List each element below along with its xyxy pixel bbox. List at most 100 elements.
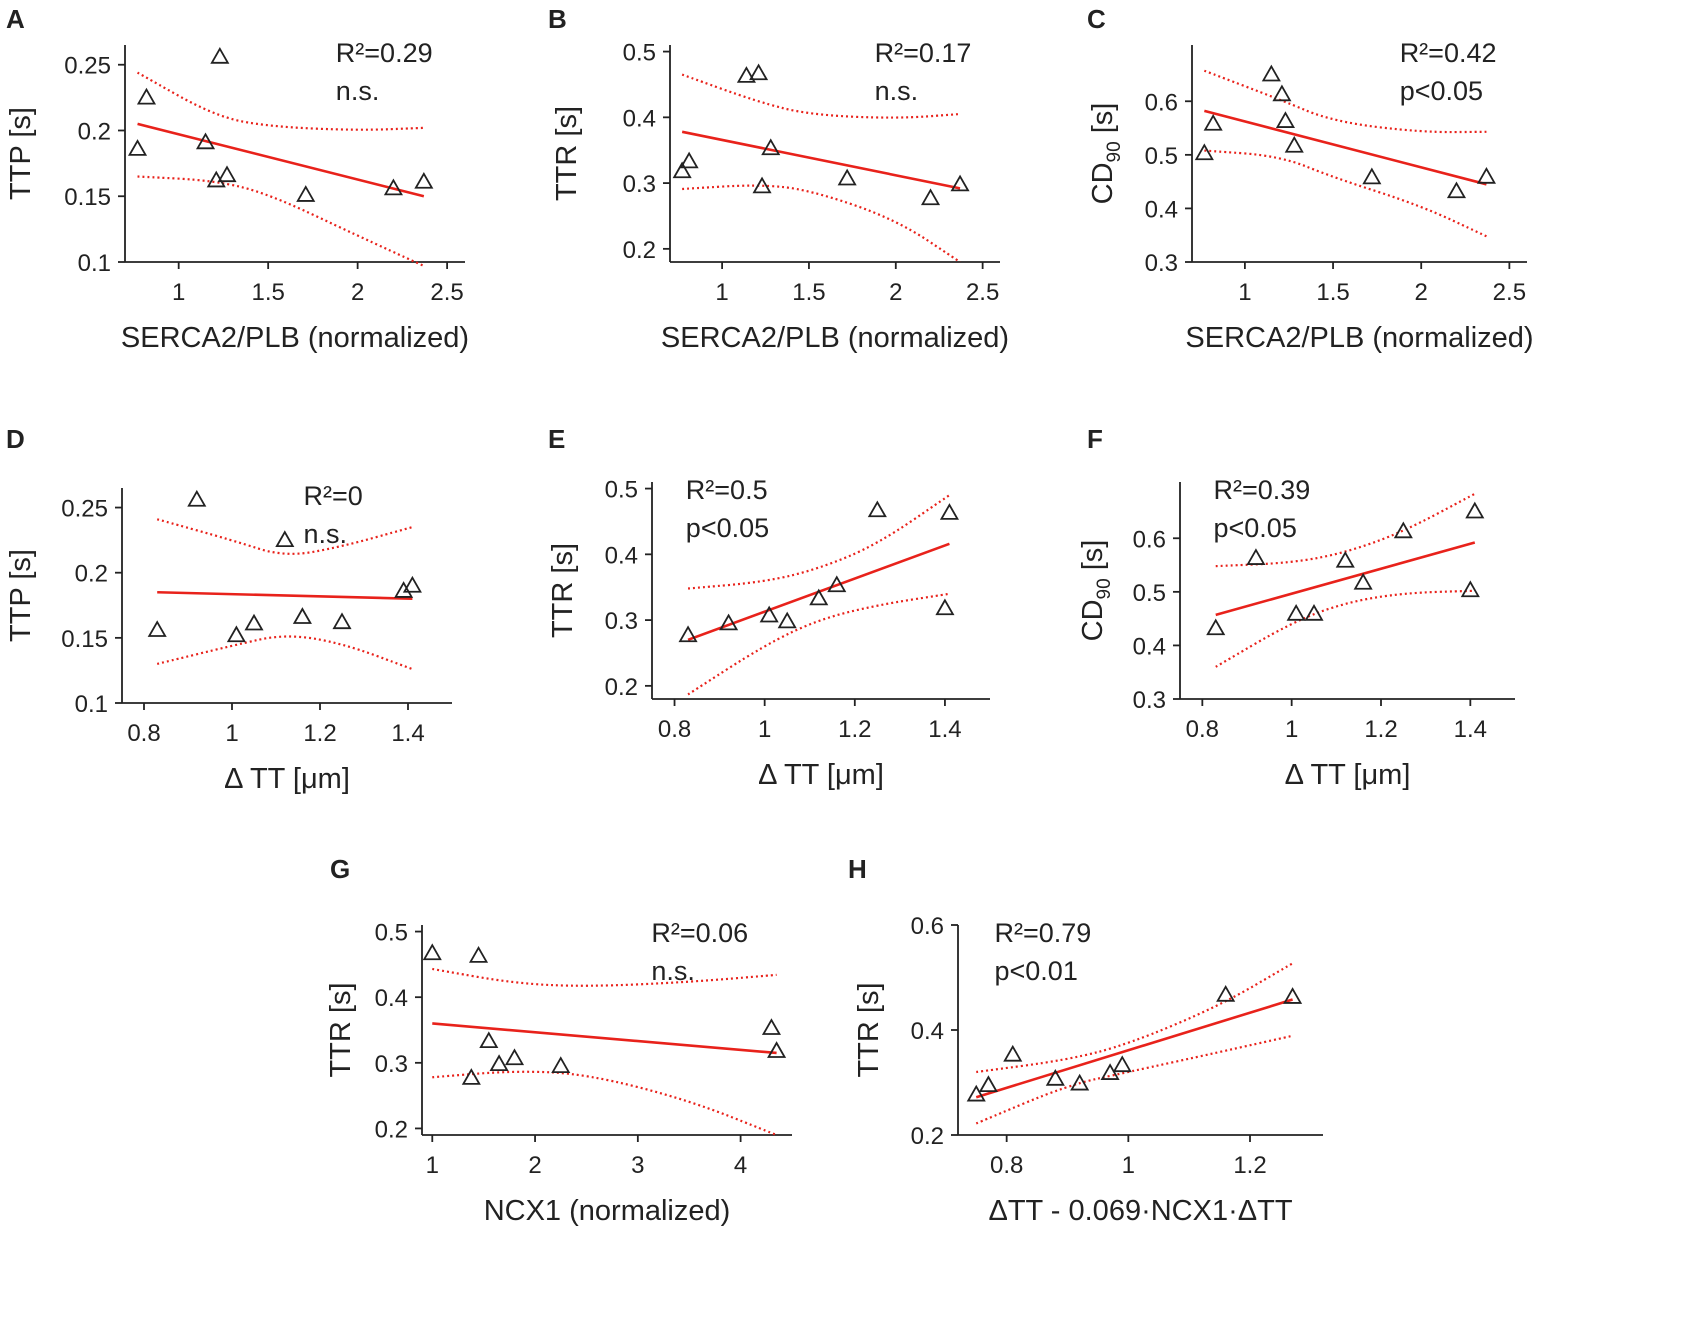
data-point bbox=[752, 176, 772, 194]
panel-letter: E bbox=[548, 424, 565, 454]
data-point bbox=[147, 620, 167, 637]
data-point bbox=[244, 613, 264, 631]
x-tick-label: 1 bbox=[225, 720, 238, 747]
panel-letter: H bbox=[848, 854, 867, 884]
ci-upper-band bbox=[687, 494, 951, 590]
y-tick-label: 0.2 bbox=[911, 1123, 944, 1150]
panel-c: C 0.3 0.4 0.5 0.6 1 1.5 2 2.5 SERCA2/PLB (normali… bbox=[1087, 4, 1534, 354]
data-point bbox=[275, 530, 295, 548]
x-tick-label: 2.5 bbox=[1493, 279, 1526, 306]
significance-annotation: n.s. bbox=[336, 76, 380, 106]
data-point bbox=[935, 598, 955, 616]
data-point bbox=[296, 185, 316, 202]
significance-annotation: p<0.05 bbox=[1400, 76, 1483, 106]
data-point bbox=[422, 943, 442, 961]
x-tick-label: 1.4 bbox=[391, 720, 424, 747]
y-tick-label: 0.25 bbox=[64, 53, 111, 80]
x-tick-label: 2 bbox=[351, 279, 364, 306]
data-point bbox=[414, 171, 434, 189]
x-tick-label: 1 bbox=[758, 716, 771, 743]
r-squared-annotation: R²=0.17 bbox=[875, 38, 972, 68]
ci-lower-band bbox=[137, 175, 425, 267]
x-tick-label: 1 bbox=[1285, 716, 1298, 743]
data-point bbox=[226, 625, 246, 643]
data-point bbox=[468, 946, 489, 963]
ci-upper-band bbox=[681, 73, 961, 119]
data-point bbox=[461, 1068, 481, 1085]
y-tick-label: 0.4 bbox=[1145, 196, 1178, 223]
ci-upper-band bbox=[136, 71, 424, 131]
data-point bbox=[489, 1054, 509, 1072]
data-point bbox=[920, 188, 941, 206]
data-point bbox=[809, 588, 829, 606]
regression-line bbox=[975, 998, 1293, 1099]
data-point bbox=[551, 1056, 571, 1073]
data-point bbox=[1476, 166, 1496, 184]
y-tick-label: 0.5 bbox=[375, 920, 408, 947]
y-tick-label: 0.4 bbox=[911, 1018, 944, 1045]
ci-lower-band bbox=[682, 184, 961, 263]
data-point bbox=[1112, 1055, 1132, 1073]
x-tick-label: 0.8 bbox=[1186, 716, 1219, 743]
regression-line bbox=[157, 590, 413, 601]
x-tick-label: 2.5 bbox=[430, 279, 463, 306]
significance-annotation: p<0.05 bbox=[1214, 513, 1297, 543]
x-tick-label: 1.2 bbox=[1233, 1152, 1266, 1179]
x-tick-label: 1.4 bbox=[928, 716, 961, 743]
x-tick-label: 1 bbox=[172, 279, 185, 306]
data-point bbox=[394, 581, 414, 598]
panel-h: H 0.2 0.4 0.6 0.8 1 1.2 ΔTT - 0.069·NCX1·ΔTT TTR… bbox=[848, 854, 1323, 1227]
x-tick-label: 1 bbox=[1122, 1152, 1135, 1179]
data-point bbox=[966, 1084, 986, 1102]
x-axis-label: Δ TT [μm] bbox=[224, 763, 350, 795]
y-tick-label: 0.1 bbox=[78, 250, 111, 277]
y-tick-label: 0.5 bbox=[1133, 580, 1166, 607]
data-point bbox=[759, 605, 779, 623]
r-squared-annotation: R²=0.5 bbox=[686, 475, 768, 505]
data-point bbox=[1284, 135, 1304, 153]
regression-line bbox=[1215, 541, 1476, 617]
data-point bbox=[672, 161, 692, 179]
regression-line bbox=[1204, 109, 1487, 186]
panel-letter: C bbox=[1087, 4, 1106, 34]
data-point bbox=[1203, 113, 1223, 131]
data-point bbox=[761, 138, 781, 156]
y-tick-label: 0.4 bbox=[605, 542, 638, 569]
data-point bbox=[1353, 572, 1373, 590]
data-point bbox=[504, 1048, 525, 1066]
y-tick-label: 0.6 bbox=[1145, 89, 1178, 116]
data-point bbox=[719, 613, 739, 631]
data-point bbox=[761, 1018, 781, 1035]
panel-d: D 0.1 0.15 0.2 0.25 0.8 1 1.2 1.4 Δ TT [μm] TTP [s… bbox=[5, 424, 452, 795]
panel-e: E 0.2 0.3 0.4 0.5 0.8 1 1.2 1.4 Δ TT [μm] TTR [s] R… bbox=[547, 424, 990, 791]
x-tick-label: 4 bbox=[734, 1152, 747, 1179]
r-squared-annotation: R²=0.79 bbox=[995, 918, 1092, 948]
y-axis-label: CD90 [s] bbox=[1087, 103, 1125, 205]
data-point bbox=[1446, 181, 1467, 199]
data-point bbox=[210, 47, 230, 64]
y-tick-label: 0.3 bbox=[375, 1051, 408, 1078]
y-tick-label: 0.2 bbox=[75, 561, 108, 588]
y-tick-label: 0.3 bbox=[1145, 250, 1178, 277]
panel-letter: D bbox=[6, 424, 25, 454]
regression-line bbox=[137, 122, 425, 198]
data-point bbox=[1272, 84, 1292, 102]
x-axis-label: NCX1 (normalized) bbox=[484, 1195, 731, 1227]
x-tick-label: 2.5 bbox=[966, 279, 999, 306]
y-tick-label: 0.2 bbox=[623, 237, 656, 264]
ci-lower-band bbox=[1215, 589, 1475, 668]
y-axis-label: TTR [s] bbox=[325, 982, 357, 1077]
panel-letter: F bbox=[1087, 424, 1103, 454]
r-squared-annotation: R²=0.06 bbox=[651, 918, 748, 948]
data-point bbox=[1283, 987, 1303, 1004]
y-axis-label: TTR [s] bbox=[551, 106, 583, 201]
x-tick-label: 1.4 bbox=[1454, 716, 1487, 743]
significance-annotation: p<0.01 bbox=[995, 956, 1078, 986]
data-point bbox=[1045, 1069, 1065, 1086]
x-axis-label: SERCA2/PLB (normalized) bbox=[661, 322, 1009, 354]
x-tick-label: 1.5 bbox=[251, 279, 284, 306]
y-axis-label: TTR [s] bbox=[547, 543, 579, 638]
regression-line bbox=[681, 130, 961, 190]
data-point bbox=[217, 165, 237, 183]
